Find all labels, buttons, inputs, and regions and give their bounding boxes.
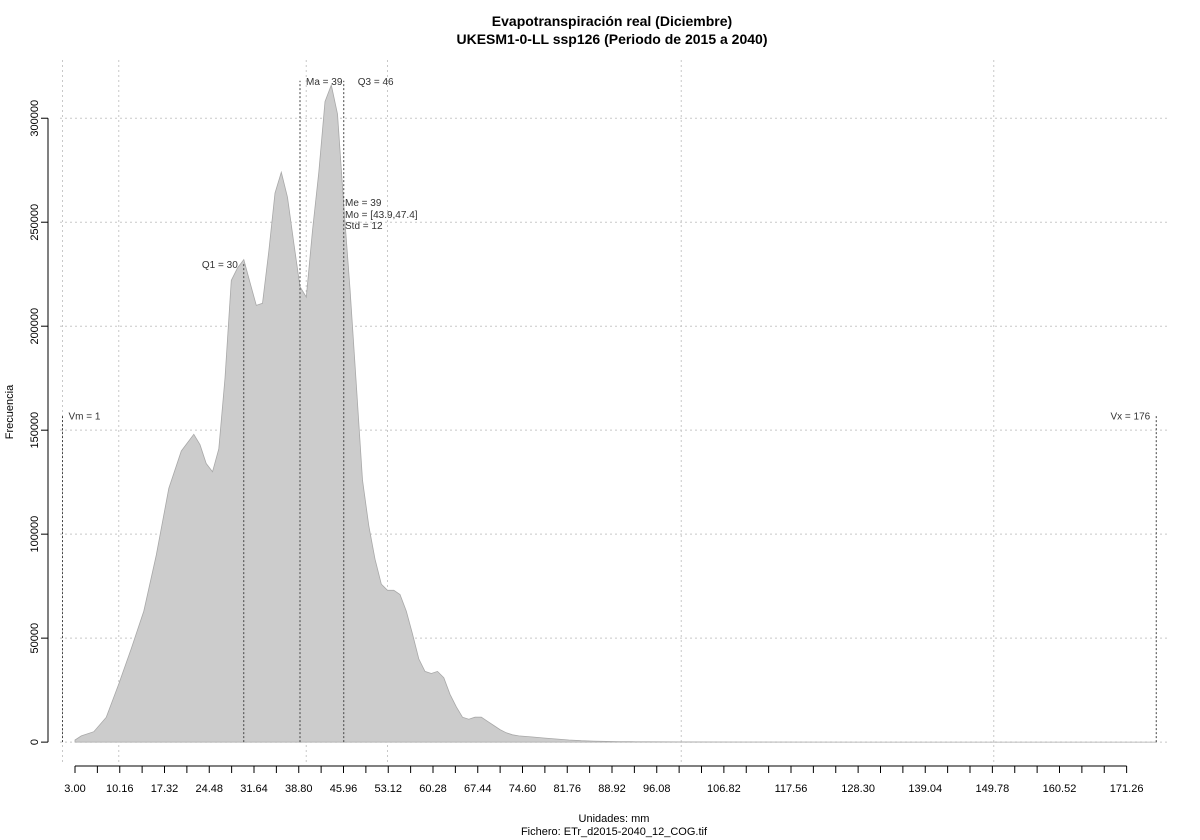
y-tick-label-2: 100000 bbox=[29, 516, 41, 553]
x-tick-label-2: 17.32 bbox=[151, 783, 179, 795]
chart-title: Evapotranspiración real (Diciembre) bbox=[492, 13, 732, 29]
x-tick-label-1: 10.16 bbox=[106, 783, 134, 795]
frequency-area bbox=[74, 83, 1157, 743]
x-tick-label-18: 149.78 bbox=[976, 783, 1010, 795]
stats-std: Std = 12 bbox=[345, 221, 383, 232]
stats-mode: Mo = [43.9,47.4] bbox=[345, 210, 418, 221]
ref-label-4: Vx = 176 bbox=[1110, 412, 1150, 423]
y-tick-label-6: 300000 bbox=[29, 100, 41, 137]
x-tick-label-8: 60.28 bbox=[419, 783, 447, 795]
ref-label-3: Q3 = 46 bbox=[358, 77, 394, 88]
y-tick-label-1: 50000 bbox=[29, 623, 41, 654]
y-tick-label-0: 0 bbox=[29, 739, 41, 745]
y-tick-label-5: 250000 bbox=[29, 204, 41, 241]
x-tick-label-5: 38.80 bbox=[285, 783, 313, 795]
y-axis-title: Frecuencia bbox=[4, 384, 16, 439]
x-tick-label-19: 160.52 bbox=[1043, 783, 1077, 795]
x-tick-label-20: 171.26 bbox=[1110, 783, 1144, 795]
x-tick-label-12: 88.92 bbox=[598, 783, 626, 795]
ref-label-1: Q1 = 30 bbox=[202, 260, 238, 271]
axes: 0 50000 100000 150000 200000 250000 300000 3.00… bbox=[29, 100, 1143, 795]
x-tick-label-10: 74.60 bbox=[509, 783, 537, 795]
x-tick-label-13: 96.08 bbox=[643, 783, 671, 795]
x-tick-label-9: 67.44 bbox=[464, 783, 492, 795]
x-tick-label-17: 139.04 bbox=[908, 783, 942, 795]
x-tick-label-6: 45.96 bbox=[330, 783, 358, 795]
file-footer: Fichero: ETr_d2015-2040_12_COG.tif bbox=[521, 826, 708, 838]
x-tick-label-11: 81.76 bbox=[553, 783, 581, 795]
x-axis-title: Unidades: mm bbox=[579, 813, 650, 825]
reference-lines: Vm = 1 Q1 = 30 Ma = 39 Q3 = 46 Vx = 176 bbox=[62, 77, 1157, 743]
x-tick-label-15: 117.56 bbox=[775, 783, 808, 795]
x-tick-label-7: 53.12 bbox=[374, 783, 402, 795]
x-tick-label-0: 3.00 bbox=[64, 783, 85, 795]
stats-median: Me = 39 bbox=[345, 198, 382, 209]
ref-label-0: Vm = 1 bbox=[69, 412, 101, 423]
y-tick-label-4: 200000 bbox=[29, 308, 41, 345]
x-tick-label-16: 128.30 bbox=[841, 783, 875, 795]
chart-subtitle: UKESM1-0-LL ssp126 (Periodo de 2015 a 20… bbox=[457, 31, 768, 47]
x-tick-label-3: 24.48 bbox=[195, 783, 223, 795]
y-tick-label-3: 150000 bbox=[29, 412, 41, 449]
x-tick-label-14: 106.82 bbox=[707, 783, 741, 795]
stats-annotation: Me = 39 Mo = [43.9,47.4] Std = 12 bbox=[345, 198, 418, 232]
ref-label-2: Ma = 39 bbox=[306, 77, 343, 88]
x-tick-label-4: 31.64 bbox=[240, 783, 268, 795]
